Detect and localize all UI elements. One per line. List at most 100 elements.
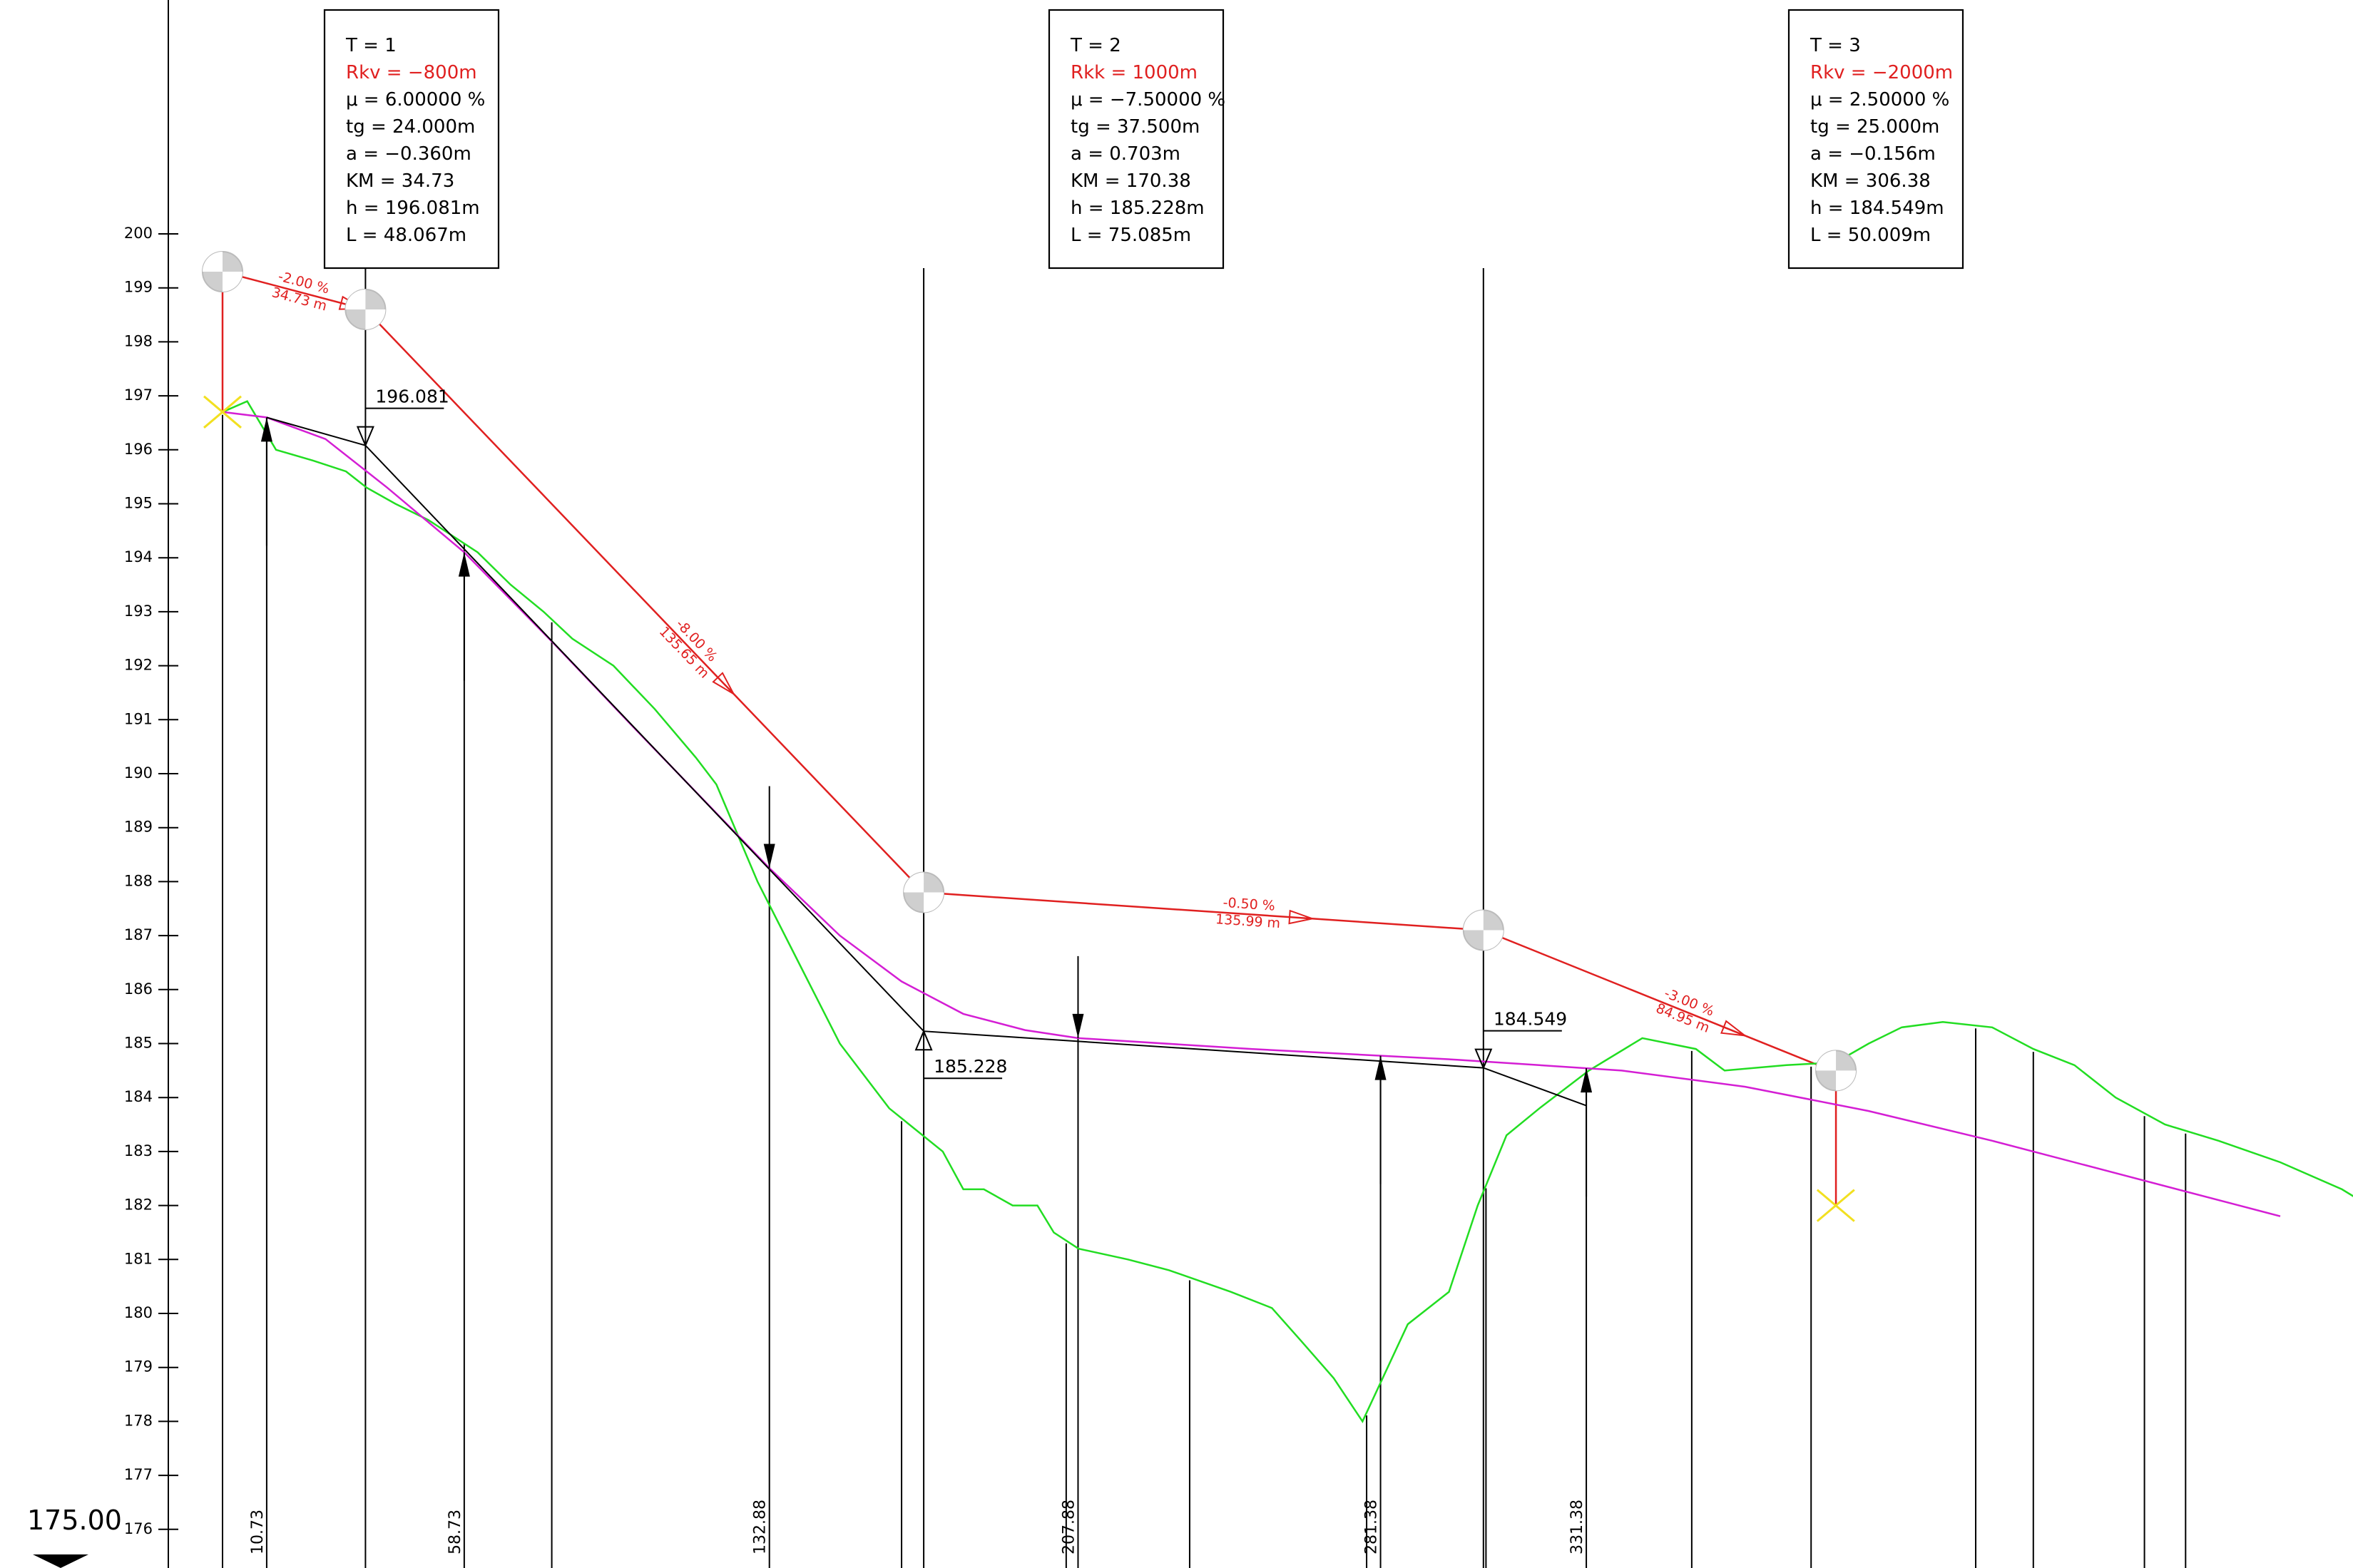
datum-triangle-icon bbox=[33, 1554, 88, 1568]
station-label: 132.88 bbox=[752, 1500, 770, 1554]
curve-info-line: KM = 170.38 bbox=[1071, 170, 1191, 192]
axis-tick-label: 179 bbox=[124, 1358, 153, 1375]
axis-tick-label: 189 bbox=[124, 819, 153, 836]
curve-info-line: a = −0.156m bbox=[1810, 143, 1936, 165]
arrow-down-icon bbox=[763, 844, 775, 868]
pvi-elevation-label: 184.549 bbox=[1494, 1009, 1567, 1030]
pvi-marker-quadrant bbox=[345, 289, 366, 309]
axis-tick-label: 196 bbox=[124, 441, 153, 458]
curve-info-line: T = 3 bbox=[1810, 35, 1861, 56]
pvi-elevation-label: 185.228 bbox=[934, 1056, 1007, 1077]
curve-info-line: μ = −7.50000 % bbox=[1071, 89, 1225, 111]
ground-line bbox=[222, 400, 2353, 1423]
grade-arrow-icon bbox=[1720, 1020, 1747, 1037]
station-label: 58.73 bbox=[446, 1510, 464, 1554]
pvi-marker-quadrant bbox=[904, 872, 924, 893]
axis-tick-label: 197 bbox=[124, 386, 153, 404]
axis-tick-label: 178 bbox=[124, 1412, 153, 1429]
pvi-elevation-label: 196.081 bbox=[375, 386, 449, 407]
curve-info-line: h = 184.549m bbox=[1810, 198, 1944, 219]
axis-tick-label: 188 bbox=[124, 872, 153, 889]
station-label: 10.73 bbox=[249, 1510, 267, 1554]
grade-label-group: -3.00 %84.95 m bbox=[1654, 985, 1747, 1037]
axis-tick-label: 194 bbox=[124, 548, 153, 565]
datum-block: 175.00 bbox=[27, 1505, 122, 1568]
ground-profile-layer bbox=[222, 400, 2353, 1423]
station-label: 207.88 bbox=[1060, 1500, 1078, 1554]
axis-tick-label: 199 bbox=[124, 279, 153, 296]
curve-info-line: h = 185.228m bbox=[1071, 198, 1205, 219]
grade-label-group: -0.50 %135.99 m bbox=[1215, 895, 1315, 931]
station-label: 281.38 bbox=[1363, 1500, 1381, 1554]
arrow-up-icon bbox=[260, 417, 272, 442]
arrow-up-icon bbox=[458, 552, 470, 577]
curve-info-box bbox=[1787, 9, 1964, 270]
curve-info-line: h = 196.081m bbox=[346, 198, 480, 219]
endpoint-cross-icon bbox=[203, 395, 242, 429]
curve-info-line: L = 75.085m bbox=[1071, 225, 1191, 246]
axis-tick-label: 190 bbox=[124, 764, 153, 782]
curve-info-line: tg = 37.500m bbox=[1071, 116, 1200, 138]
grade-label-group: -8.00 %135.65 m bbox=[656, 616, 736, 696]
curve-info-line: a = 0.703m bbox=[1071, 143, 1180, 165]
curve-info-line: μ = 6.00000 % bbox=[346, 89, 485, 111]
pvi-marker-quadrant bbox=[1463, 910, 1484, 931]
markers-layer: 196.081 185.228 184.549 bbox=[202, 250, 1857, 1222]
axis-tick-label: 180 bbox=[124, 1304, 153, 1321]
axis-tick-label: 191 bbox=[124, 710, 153, 727]
curve-info-boxes: T = 1 Rkv = −800m μ = 6.00000 % tg = 24.000… bbox=[323, 9, 1964, 270]
curve-info-line: L = 48.067m bbox=[346, 225, 466, 246]
axis-tick-label: 185 bbox=[124, 1035, 153, 1052]
axis-tick-label: 183 bbox=[124, 1142, 153, 1159]
pvi-marker-quadrant bbox=[203, 251, 223, 272]
station-lines-layer: 10.73 58.73 132.88 207.88 281.38 331.38 bbox=[222, 268, 2187, 1568]
pvi-triangle-icon bbox=[1474, 1048, 1493, 1070]
curve-info-line: T = 1 bbox=[345, 35, 397, 56]
axis-tick-label: 198 bbox=[124, 332, 153, 349]
curve-info-line: T = 2 bbox=[1070, 35, 1121, 56]
curve-info-line: tg = 24.000m bbox=[346, 116, 475, 138]
grade-arrow-icon bbox=[712, 672, 736, 696]
pvi-triangle-icon bbox=[356, 426, 374, 448]
axis-tick-label: 195 bbox=[124, 495, 153, 512]
design-profile-layer bbox=[222, 411, 2281, 1217]
curve-info-line: KM = 34.73 bbox=[346, 170, 454, 192]
pvi-triangle-icon bbox=[914, 1029, 933, 1051]
axis-tick-label: 193 bbox=[124, 603, 153, 620]
axis-tick-label: 192 bbox=[124, 657, 153, 674]
endpoint-cross-icon bbox=[1816, 1189, 1855, 1222]
pvi-marker-quadrant bbox=[1836, 1070, 1857, 1091]
grade-length-label: 135.99 m bbox=[1215, 911, 1280, 931]
pvi-marker-quadrant bbox=[223, 271, 243, 292]
curve-info-line: μ = 2.50000 % bbox=[1810, 89, 1949, 111]
curve-info-box bbox=[323, 9, 500, 270]
curve-info-line: L = 50.009m bbox=[1810, 225, 1931, 246]
arrow-up-icon bbox=[1374, 1055, 1387, 1080]
axis-tick-label: 182 bbox=[124, 1197, 153, 1214]
datum-label: 175.00 bbox=[27, 1505, 122, 1536]
design-line bbox=[222, 411, 2281, 1217]
elevation-axis: 176 177 178 179 180 181 182 183 184 185 186 187 188 1… bbox=[124, 0, 178, 1568]
pvi-marker-quadrant bbox=[924, 892, 944, 913]
curve-info-line: a = −0.360m bbox=[346, 143, 471, 165]
pvi-marker-quadrant bbox=[365, 309, 386, 329]
arrow-up-icon bbox=[1581, 1068, 1593, 1093]
axis-tick-label: 184 bbox=[124, 1088, 153, 1105]
curve-info-line: Rkv = −2000m bbox=[1810, 62, 1953, 83]
pvi-marker-quadrant bbox=[1483, 930, 1504, 950]
axis-tick-label: 186 bbox=[124, 980, 153, 998]
grade-arrow-icon bbox=[1288, 909, 1315, 925]
station-label: 331.38 bbox=[1568, 1500, 1586, 1554]
axis-tick-label: 200 bbox=[124, 225, 153, 242]
axis-tick-label: 181 bbox=[124, 1250, 153, 1267]
axis-tick-label: 187 bbox=[124, 926, 153, 943]
curve-info-line: KM = 306.38 bbox=[1810, 170, 1931, 192]
grade-percent-label: -0.50 % bbox=[1223, 895, 1276, 914]
curve-info-line: Rkk = 1000m bbox=[1071, 62, 1198, 83]
axis-tick-label: 176 bbox=[124, 1520, 153, 1537]
curve-info-box bbox=[1048, 9, 1225, 270]
arrow-down-icon bbox=[1072, 1013, 1084, 1038]
curve-info-line: Rkv = −800m bbox=[346, 62, 477, 83]
pvi-marker-quadrant bbox=[1816, 1050, 1837, 1071]
